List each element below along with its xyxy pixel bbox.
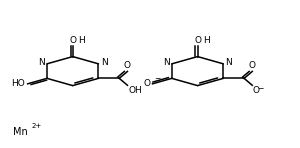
Text: −: − <box>154 74 161 83</box>
Text: Mn: Mn <box>13 127 28 137</box>
Text: 2+: 2+ <box>32 123 42 129</box>
Text: O: O <box>253 86 260 95</box>
Text: N: N <box>101 58 107 67</box>
Text: O: O <box>249 61 256 70</box>
Text: H: H <box>203 36 210 45</box>
Text: OH: OH <box>129 86 143 95</box>
Text: −: − <box>258 85 264 94</box>
Text: HO: HO <box>11 79 25 88</box>
Text: O: O <box>194 36 201 45</box>
Text: O: O <box>124 61 131 70</box>
Text: O: O <box>143 79 150 88</box>
Text: N: N <box>38 58 45 67</box>
Text: O: O <box>69 36 76 45</box>
Text: N: N <box>226 58 232 67</box>
Text: H: H <box>78 36 85 45</box>
Text: N: N <box>163 58 169 67</box>
